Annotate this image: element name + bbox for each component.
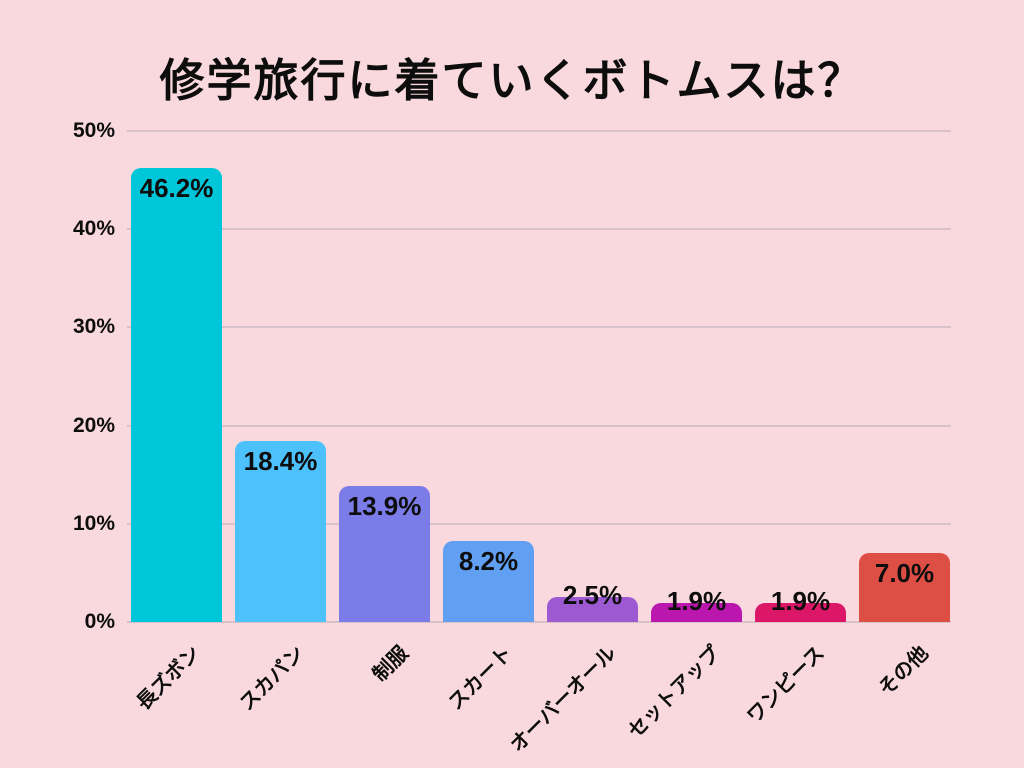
x-tick-label: その他: [874, 642, 933, 701]
bar-2: [235, 441, 326, 622]
bar-7: [755, 603, 846, 622]
x-tick-label: 制服: [368, 642, 413, 687]
y-tick-label: 50%: [72, 119, 115, 142]
bar-6: [651, 603, 742, 622]
chart-title: 修学旅行に着ていくボトムスは？: [159, 55, 865, 106]
x-tick-label: ワンピース: [742, 642, 829, 728]
bar-value-label: 2.5%: [562, 580, 623, 611]
bar-value-label: 1.9%: [666, 586, 727, 617]
bar-8: [859, 553, 950, 622]
plot-area: 0% 10% 20% 30% 40% 50% 46.2% 長ズボン 18.4% スカパン 13.9%…: [73, 120, 953, 757]
bar-1: [131, 168, 222, 622]
bar-3: [339, 485, 430, 622]
bar-value-label: 13.9%: [347, 490, 422, 521]
x-tick-label: セットアップ: [623, 642, 725, 743]
x-tick-label: スカート: [444, 642, 517, 715]
gridline: [127, 228, 951, 231]
bar-value-label: 1.9%: [770, 586, 831, 617]
bar-5: [547, 597, 638, 622]
y-tick-label: 0%: [84, 610, 115, 633]
bar-value-label: 8.2%: [458, 546, 519, 577]
y-tick-label: 40%: [72, 217, 115, 241]
gridline: [127, 424, 951, 427]
gridline: [127, 522, 951, 525]
gridline: [127, 326, 951, 329]
gridline: [127, 621, 951, 623]
y-tick-label: 10%: [72, 511, 115, 535]
gridline: [127, 130, 951, 132]
bar-value-label: 7.0%: [874, 558, 935, 589]
x-tick-label: 長ズボン: [132, 642, 205, 715]
y-tick-label: 20%: [72, 413, 115, 437]
bar-value-label: 18.4%: [243, 446, 318, 477]
bar-4: [443, 541, 534, 622]
bar-value-label: 46.2%: [139, 173, 214, 204]
x-tick-label: スカパン: [235, 642, 309, 716]
y-tick-label: 30%: [72, 315, 115, 339]
x-tick-label: オーバーオール: [505, 642, 621, 757]
